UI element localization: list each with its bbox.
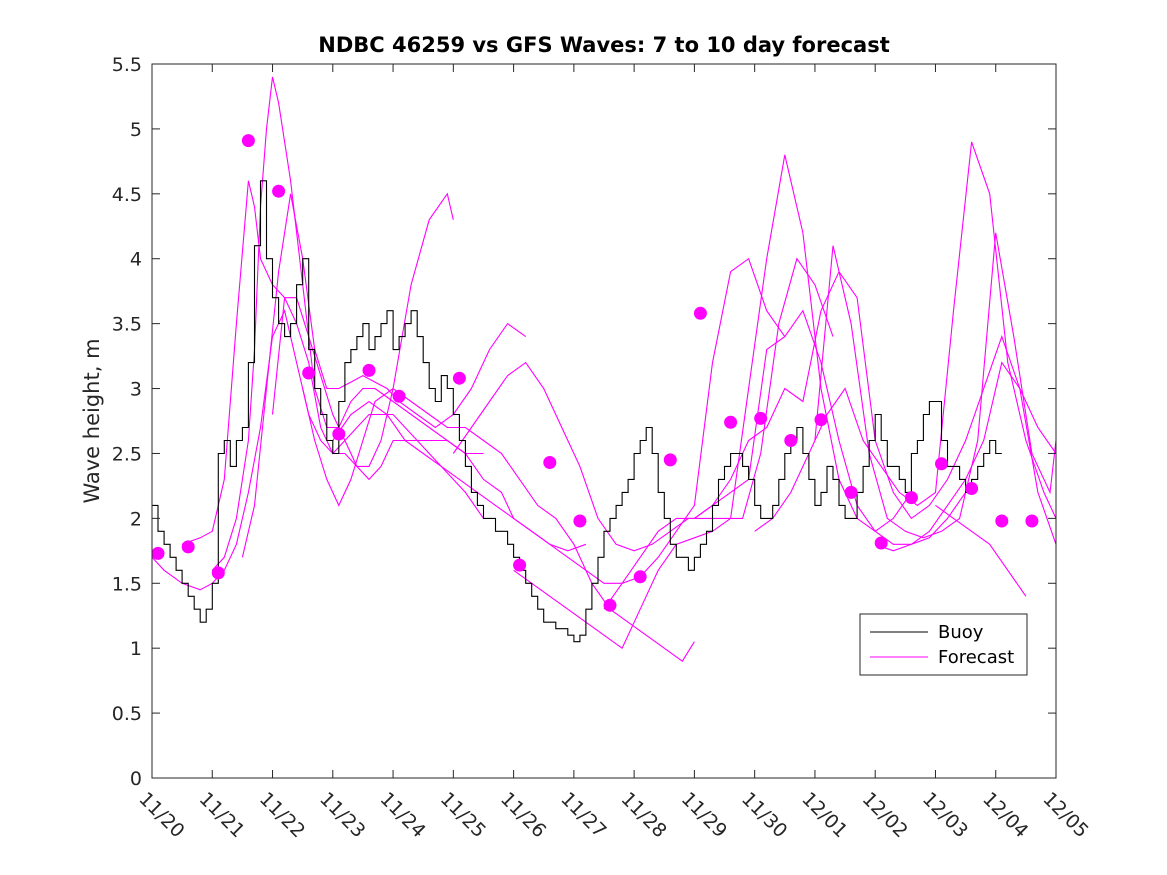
y-tick-label: 0.5 xyxy=(112,703,142,725)
forecast-marker xyxy=(844,485,858,499)
y-tick-label: 5 xyxy=(130,119,142,141)
chart-title: NDBC 46259 vs GFS Waves: 7 to 10 day for… xyxy=(318,33,889,57)
forecast-marker xyxy=(874,536,888,550)
forecast-line-6 xyxy=(302,387,695,662)
y-tick-label: 4.5 xyxy=(112,184,142,206)
y-axis-label: Wave height, m xyxy=(80,338,104,503)
y-tick-label: 4 xyxy=(130,249,142,271)
forecast-marker xyxy=(663,453,677,467)
forecast-marker xyxy=(543,456,557,469)
forecast-marker xyxy=(1025,514,1039,528)
forecast-line-10 xyxy=(603,309,967,610)
forecast-line-7 xyxy=(332,257,786,584)
forecast-marker xyxy=(904,491,918,505)
y-tick-label: 5.5 xyxy=(112,54,142,76)
y-tick-label: 3 xyxy=(130,379,142,401)
legend-forecast-label: Forecast xyxy=(938,647,1014,668)
forecast-marker xyxy=(513,558,527,572)
forecast-line-4 xyxy=(241,193,527,558)
forecast-marker xyxy=(181,540,195,554)
forecast-marker xyxy=(754,411,768,425)
y-tick-label: 3.5 xyxy=(112,314,142,336)
forecast-marker xyxy=(211,566,225,580)
axes xyxy=(151,63,1057,779)
forecast-line-15 xyxy=(935,504,1027,597)
forecast-marker xyxy=(724,415,738,429)
y-tick-label: 2.5 xyxy=(112,443,142,465)
forecast-marker xyxy=(272,184,286,198)
forecast-line-8 xyxy=(452,257,834,552)
legend-box xyxy=(859,613,1028,676)
forecast-marker xyxy=(241,134,255,148)
forecast-marker xyxy=(151,546,165,560)
buoy-series xyxy=(152,180,1002,643)
y-tick-label: 1.5 xyxy=(112,573,142,595)
forecast-marker xyxy=(965,482,979,495)
forecast-marker xyxy=(573,514,587,528)
forecast-marker xyxy=(995,514,1009,528)
forecast-line-13 xyxy=(814,232,1057,539)
forecast-marker xyxy=(302,366,316,380)
forecast-marker xyxy=(392,389,406,403)
axes-frame xyxy=(151,63,1057,779)
forecast-marker xyxy=(633,570,647,584)
forecast-marker xyxy=(814,413,828,427)
y-tick-label: 0 xyxy=(130,768,142,790)
legend-buoy-label: Buoy xyxy=(938,622,984,643)
forecast-markers xyxy=(151,134,1039,612)
forecast-marker xyxy=(452,371,466,385)
y-axis-ticks: 0 0.5 1 1.5 2 2.5 3 3.5 4 4.5 5 5.5 xyxy=(112,54,1056,790)
forecast-marker xyxy=(693,306,707,320)
forecast-marker xyxy=(362,363,376,377)
legend: Buoy Forecast xyxy=(859,613,1028,676)
forecast-marker xyxy=(332,427,346,441)
y-tick-label: 1 xyxy=(130,638,142,660)
buoy-line xyxy=(152,180,1002,643)
forecast-marker xyxy=(784,434,798,447)
forecast-marker xyxy=(603,598,617,612)
forecast-marker xyxy=(935,457,948,471)
y-tick-label: 2 xyxy=(130,508,142,530)
